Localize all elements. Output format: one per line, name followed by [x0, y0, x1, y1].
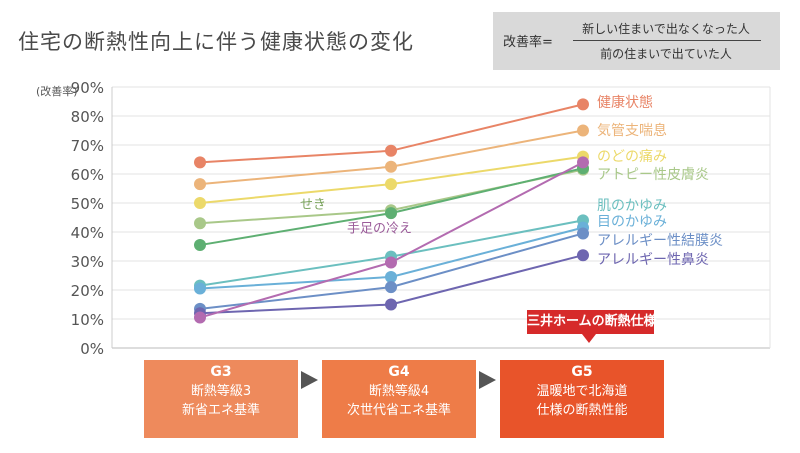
stage-line2: 次世代省エネ基準	[346, 403, 451, 418]
data-point	[385, 298, 397, 311]
stage-code: G5	[571, 364, 593, 380]
callout-pointer	[582, 334, 596, 343]
data-point	[385, 144, 397, 157]
data-point	[577, 249, 589, 262]
data-point	[194, 239, 206, 252]
series-inline-label: 手足の冷え	[347, 222, 412, 237]
data-point	[385, 256, 397, 269]
y-tick-label: 60%	[71, 166, 104, 184]
y-tick-label: 20%	[71, 282, 104, 300]
y-axis-label: (改善率)	[36, 84, 78, 98]
y-tick-label: 0%	[80, 340, 104, 358]
data-point	[194, 178, 206, 191]
stage-line1: 断熱等級4	[368, 384, 430, 399]
formula-numerator: 新しい住まいで出なくなった人	[582, 22, 750, 36]
data-point	[194, 156, 206, 169]
series-end-label: 肌のかゆみ	[597, 198, 667, 214]
data-point	[194, 217, 206, 230]
y-tick-label: 10%	[71, 311, 104, 329]
y-tick-label: 50%	[71, 195, 104, 213]
series-inline-label: せき	[300, 198, 326, 213]
series-end-label: 気管支喘息	[597, 122, 667, 139]
series-end-label: アトピー性皮膚炎	[597, 167, 709, 183]
formula-label: 改善率=	[503, 35, 553, 50]
stage-box-g3: G3 断熱等級3 新省エネ基準	[144, 360, 298, 438]
stage-arrow-icon	[301, 371, 318, 389]
y-tick-label: 40%	[71, 224, 104, 242]
data-point	[194, 311, 206, 324]
series-end-label: 目のかゆみ	[597, 214, 667, 230]
data-point	[577, 156, 589, 169]
data-point	[385, 281, 397, 294]
y-tick-label: 90%	[71, 79, 104, 97]
improvement-rate-formula: 改善率= 新しい住まいで出なくなった人 前の住まいで出ていた人	[493, 12, 780, 70]
series-end-label: アレルギー性結膜炎	[597, 233, 723, 249]
stage-line1: 断熱等級3	[190, 384, 252, 399]
formula-fraction-bar	[573, 40, 761, 41]
stage-code: G4	[388, 364, 410, 380]
chart-title: 住宅の断熱性向上に伴う健康状態の変化	[18, 30, 414, 54]
stage-line2: 新省エネ基準	[181, 403, 260, 418]
stage-box-g5: G5 温暖地で北海道 仕様の断熱性能	[500, 360, 664, 438]
series-end-label: のどの痛み	[597, 148, 667, 165]
data-point	[385, 178, 397, 191]
stage-arrow-icon	[479, 371, 496, 389]
series-line	[199, 129, 584, 186]
stage-code: G3	[210, 364, 232, 380]
y-tick-label: 30%	[71, 253, 104, 271]
data-point	[385, 270, 397, 283]
mitsui-home-callout: 三井ホームの断熱仕様	[527, 310, 657, 334]
series-end-label: アレルギー性鼻炎	[597, 251, 709, 268]
data-point	[577, 98, 589, 111]
data-point	[385, 160, 397, 173]
series-end-label: 健康状態	[597, 94, 653, 111]
data-point	[194, 197, 206, 209]
data-point	[577, 227, 589, 240]
stage-box-g4: G4 断熱等級4 次世代省エネ基準	[322, 360, 476, 438]
stage-line1: 温暖地で北海道	[536, 384, 628, 399]
data-point	[577, 124, 589, 137]
data-point	[194, 282, 206, 295]
y-tick-label: 70%	[71, 137, 104, 155]
stage-line2: 仕様の断熱性能	[536, 403, 628, 418]
y-tick-label: 80%	[71, 108, 104, 126]
data-point	[385, 207, 397, 220]
formula-denominator: 前の住まいで出ていた人	[600, 47, 732, 61]
